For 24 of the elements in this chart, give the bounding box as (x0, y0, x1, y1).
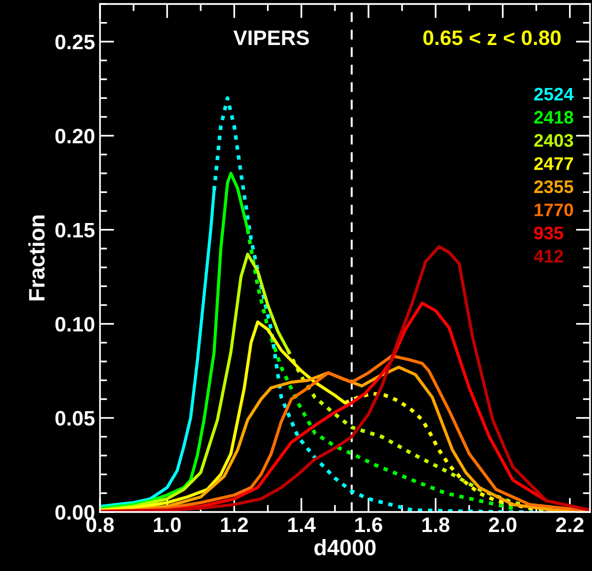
y-tick-label: 0.25 (55, 34, 95, 50)
x-axis-title: d4000 (314, 539, 376, 556)
text: 2418 (534, 110, 574, 124)
text: 2477 (534, 157, 573, 170)
y-tick-label: 0.15 (55, 222, 95, 238)
text: 2524 (534, 88, 574, 101)
y-tick-label: 0.05 (55, 410, 95, 426)
y-axis-title: Fraction (28, 216, 45, 300)
y-tick-label: 0.20 (55, 128, 94, 144)
x-tick-label: 1.8 (422, 517, 450, 532)
annotation: VIPERS (233, 30, 309, 46)
x-tick-label: 1.0 (154, 517, 181, 532)
x-tick-label: 1.2 (221, 517, 248, 532)
text: 1770 (534, 204, 574, 216)
x-tick-label: 2.2 (556, 517, 584, 532)
text: 2355 (534, 180, 574, 194)
text: 2403 (534, 134, 574, 147)
text: 935 (534, 226, 564, 240)
y-tick-label: 0.10 (55, 316, 94, 332)
x-tick-label: 2.0 (488, 517, 516, 532)
text: 412 (534, 250, 563, 262)
x-tick-label: 1.4 (288, 518, 316, 532)
x-tick-label: 1.6 (355, 517, 382, 532)
annotation: 0.65 < z < 0.80 (423, 30, 561, 46)
